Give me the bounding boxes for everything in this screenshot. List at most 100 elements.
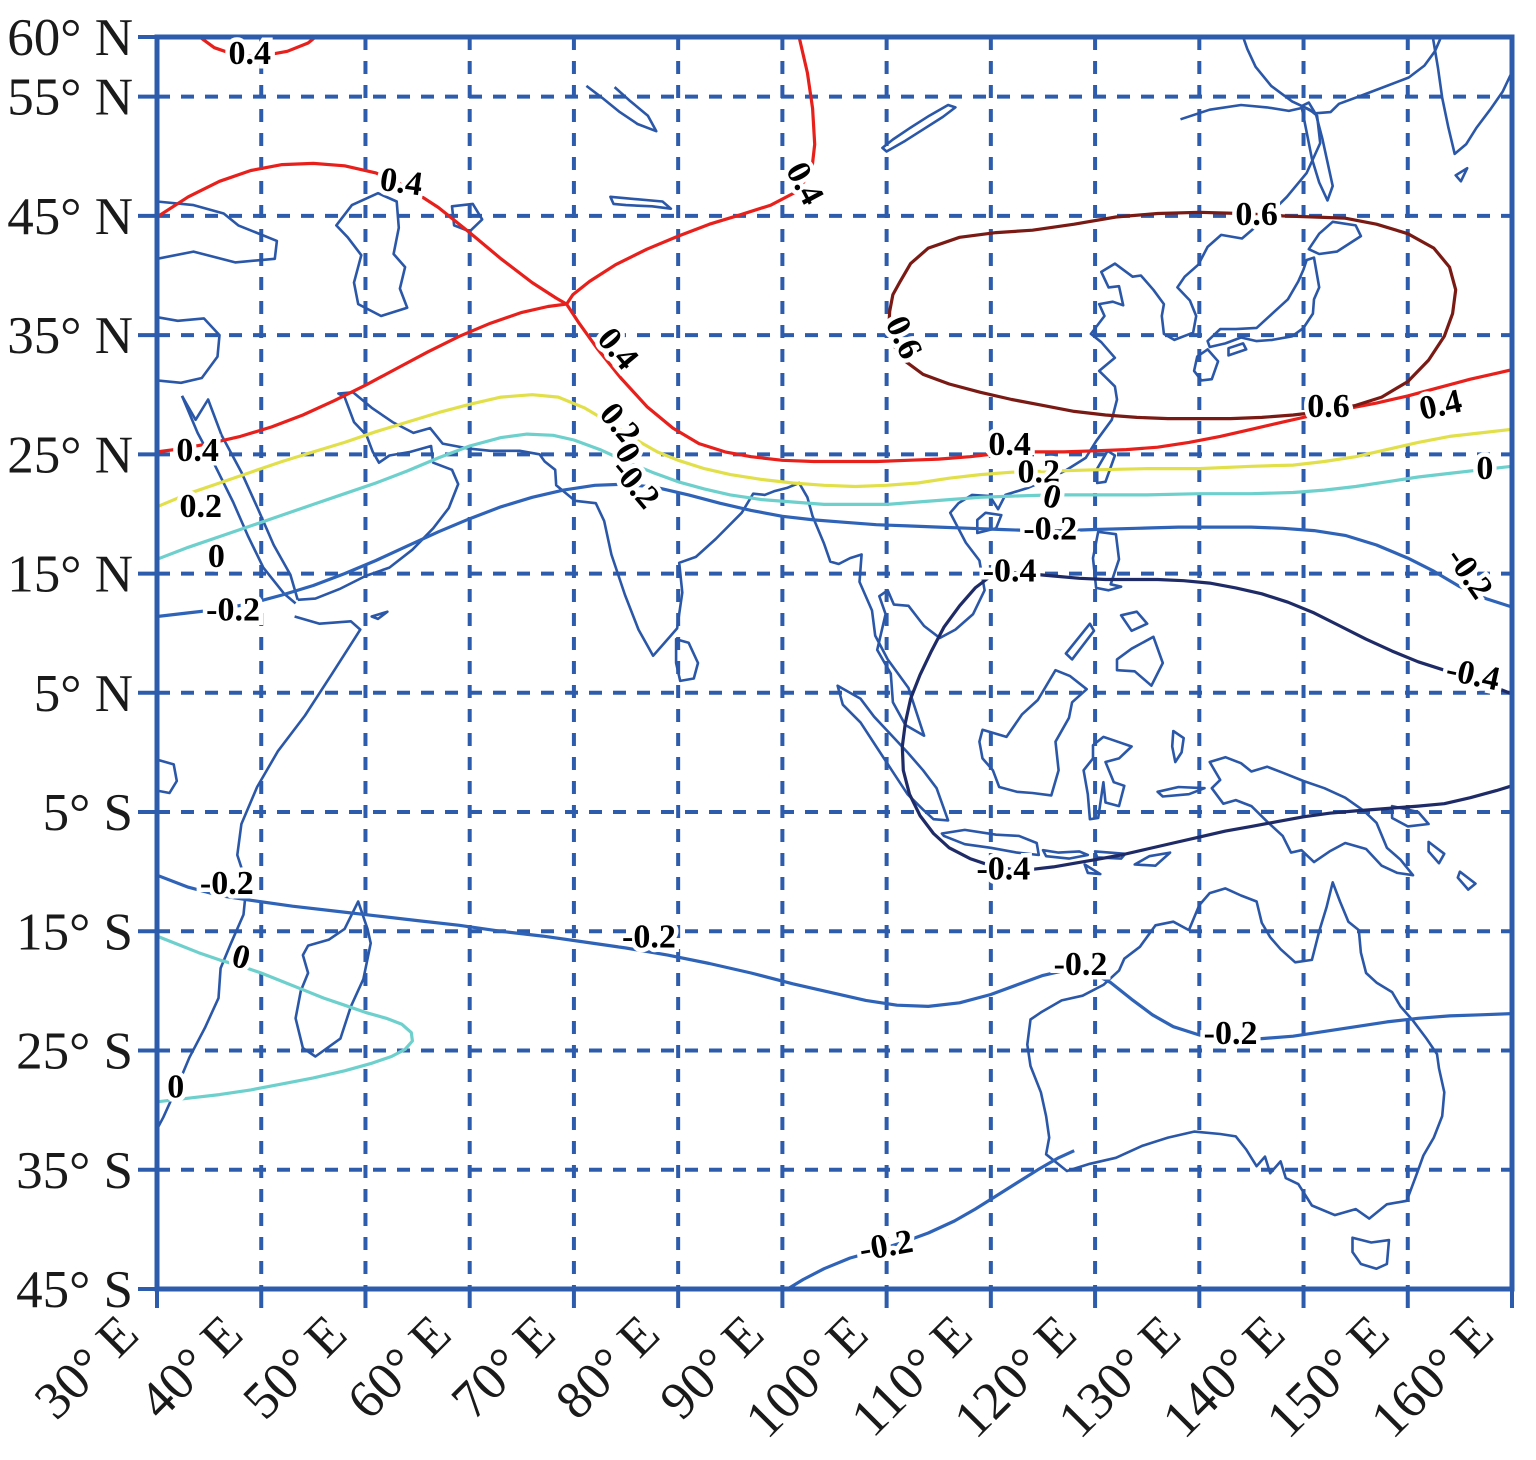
contour-label: -0.2 xyxy=(200,865,254,902)
coastline xyxy=(1307,220,1363,256)
contour-label: 0.6 xyxy=(1307,388,1350,425)
contour-line--0.2 xyxy=(786,1149,1075,1289)
coastlines xyxy=(157,37,1512,1270)
coastline xyxy=(1427,840,1446,865)
coastline xyxy=(297,37,1322,738)
coastline xyxy=(585,84,658,133)
contour-label: -0.2 xyxy=(856,1223,915,1269)
coastline xyxy=(1026,881,1446,1220)
coastline xyxy=(881,103,957,153)
coastline xyxy=(1093,850,1127,860)
coastline xyxy=(157,615,362,1130)
x-axis-label: 100° E xyxy=(735,1304,879,1448)
coastline xyxy=(294,900,373,1058)
plot-border xyxy=(154,34,1515,1292)
coastline xyxy=(1082,735,1133,821)
y-axis-label: 5° N xyxy=(34,665,133,723)
contour-label: -0.2 xyxy=(622,918,676,955)
contour-label: 0.6 xyxy=(1235,196,1278,233)
x-axis-label: 40° E xyxy=(128,1304,254,1430)
contour-label: 0.4 xyxy=(378,161,425,204)
contour-label: 0.4 xyxy=(176,432,219,469)
coastline xyxy=(1431,37,1512,156)
y-axis-label: 5° S xyxy=(43,784,133,842)
y-axis-label: 25° S xyxy=(16,1023,133,1081)
contour-label: -0.2 xyxy=(1023,511,1077,548)
contour-label: -0.2 xyxy=(1439,541,1500,606)
contour-line--0.2 xyxy=(157,482,1512,619)
coastline xyxy=(1083,863,1102,876)
x-axis-label: 80° E xyxy=(545,1304,671,1430)
coastline xyxy=(1119,610,1149,633)
coastline xyxy=(1133,851,1172,868)
contour-lines xyxy=(157,37,1512,1289)
y-axis-label: 15° S xyxy=(16,903,133,961)
coastline xyxy=(978,668,1088,797)
axis-ticks xyxy=(138,35,1514,1308)
coastline xyxy=(1456,870,1477,891)
coastline xyxy=(1300,101,1334,202)
coastline xyxy=(370,610,389,621)
contour-line-0.2 xyxy=(157,393,1512,509)
x-axis-label: 30° E xyxy=(24,1304,150,1430)
contour-line-0.4 xyxy=(198,37,317,58)
contour-label: 0 xyxy=(167,1069,184,1106)
x-axis-label: 60° E xyxy=(336,1304,462,1430)
coastline xyxy=(1041,848,1090,860)
y-axis-label: 45° N xyxy=(7,188,133,246)
coastline xyxy=(1091,530,1123,592)
y-axis-label: 55° N xyxy=(7,69,133,127)
contour-label: -0.4 xyxy=(976,850,1030,887)
contour-line-0.4 xyxy=(565,303,1512,464)
coastline xyxy=(180,395,297,605)
x-axis-label: 50° E xyxy=(232,1304,358,1430)
contour-labels: 0.40.4 0.40.40.4 0.40.40.60.60.60.20.20.20… xyxy=(163,30,1508,1273)
coastline xyxy=(157,200,279,264)
contour-label: 0.4 xyxy=(1416,383,1465,428)
contour-line-0.4 xyxy=(157,302,567,454)
coastline xyxy=(1064,622,1096,661)
coastline xyxy=(836,684,950,822)
coastline xyxy=(1206,256,1321,349)
coastline xyxy=(450,202,484,233)
contour-label: -0.4 xyxy=(1443,651,1503,698)
coastline xyxy=(334,191,409,318)
contour-label: 0 xyxy=(1476,450,1493,487)
contour-label: 0 xyxy=(208,538,225,575)
x-axis-labels: 30° E40° E50° E60° E70° E80° E90° E100° … xyxy=(24,1304,1505,1448)
coastline xyxy=(1454,166,1469,183)
contour-label: 0.4 xyxy=(590,321,646,377)
contour-line-0.4 xyxy=(565,37,817,305)
contour-label: 0.4 xyxy=(229,35,272,72)
coastline xyxy=(1390,804,1430,828)
contour-label: -0.2 xyxy=(1054,946,1108,983)
coastline xyxy=(1351,1236,1391,1270)
contour-label: 0.2 xyxy=(1018,453,1061,490)
coastline xyxy=(1192,348,1220,382)
contour-label: 0.4 xyxy=(778,156,831,211)
contour-label: 0.2 xyxy=(180,488,223,525)
coastline xyxy=(1180,37,1443,121)
y-axis-label: 35° N xyxy=(7,307,133,365)
contour-label: -0.2 xyxy=(206,592,260,629)
x-axis-label: 160° E xyxy=(1360,1304,1504,1448)
y-axis-labels: 60° N55° N 45° N 35° N 25° N 15° N 5° N 5° S 15… xyxy=(7,9,133,1319)
coastline xyxy=(157,758,179,795)
coastline xyxy=(1156,785,1206,798)
x-axis-label: 70° E xyxy=(441,1304,567,1430)
y-axis-label: 35° S xyxy=(16,1142,133,1200)
coastline xyxy=(1208,755,1415,877)
coastline xyxy=(940,828,1041,857)
grid-lines xyxy=(157,37,1512,1289)
y-axis-label: 60° N xyxy=(7,9,133,67)
y-axis-label: 45° S xyxy=(16,1261,133,1319)
contour-line-0.4 xyxy=(157,161,568,306)
coastline xyxy=(674,637,700,683)
y-axis-label: 25° N xyxy=(7,426,133,484)
contour-line-0 xyxy=(157,934,414,1104)
coastline xyxy=(157,315,221,385)
y-axis-label: 15° N xyxy=(7,546,133,604)
contour-label: 0.4 xyxy=(988,426,1031,463)
